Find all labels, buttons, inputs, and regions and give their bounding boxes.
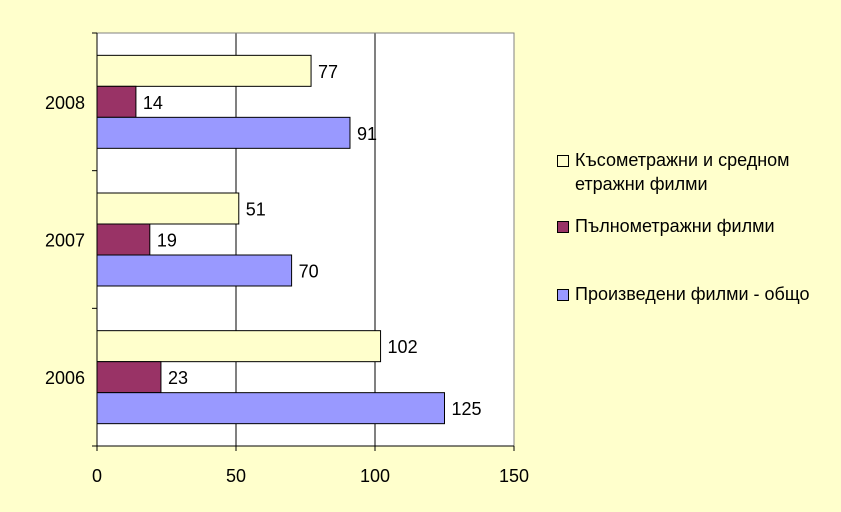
legend-item-feature-films: Пълнометражни филми: [557, 214, 841, 238]
legend-swatch-feature-films: [557, 221, 569, 233]
legend-swatch-total-films: [557, 289, 569, 301]
legend-label-total-films: Произведени филми - общо: [575, 284, 810, 304]
x-tick-label: 50: [226, 466, 246, 486]
data-label: 51: [246, 200, 266, 220]
bar: [96, 330, 382, 363]
legend-label-feature-films: Пълнометражни филми: [575, 216, 775, 236]
data-label: 91: [357, 124, 377, 144]
data-label: 14: [143, 93, 163, 113]
bar: [96, 361, 162, 394]
bar: [96, 392, 445, 425]
y-tick-label: 2007: [45, 231, 85, 251]
bar: [96, 54, 312, 87]
legend-item-short-films: Късометражни и средном етражни филми: [557, 148, 841, 196]
legend-swatch-short-films: [557, 155, 569, 167]
bar: [96, 192, 240, 225]
data-label: 77: [318, 62, 338, 82]
data-label: 125: [452, 399, 482, 419]
bar: [96, 223, 151, 256]
x-tick-label: 150: [499, 466, 529, 486]
data-label: 70: [299, 262, 319, 282]
bar: [96, 85, 137, 118]
bar: [96, 116, 351, 149]
x-tick-label: 100: [360, 466, 390, 486]
plot-area: [97, 33, 514, 446]
legend-item-total-films: Произведени филми - общо: [557, 282, 841, 306]
data-label: 23: [168, 368, 188, 388]
y-tick-label: 2008: [45, 93, 85, 113]
legend-label-short-films: Късометражни и средном етражни филми: [575, 150, 790, 194]
data-label: 102: [388, 337, 418, 357]
bar: [96, 254, 293, 287]
y-tick-label: 2006: [45, 368, 85, 388]
x-tick-label: 0: [92, 466, 102, 486]
data-label: 19: [157, 231, 177, 251]
